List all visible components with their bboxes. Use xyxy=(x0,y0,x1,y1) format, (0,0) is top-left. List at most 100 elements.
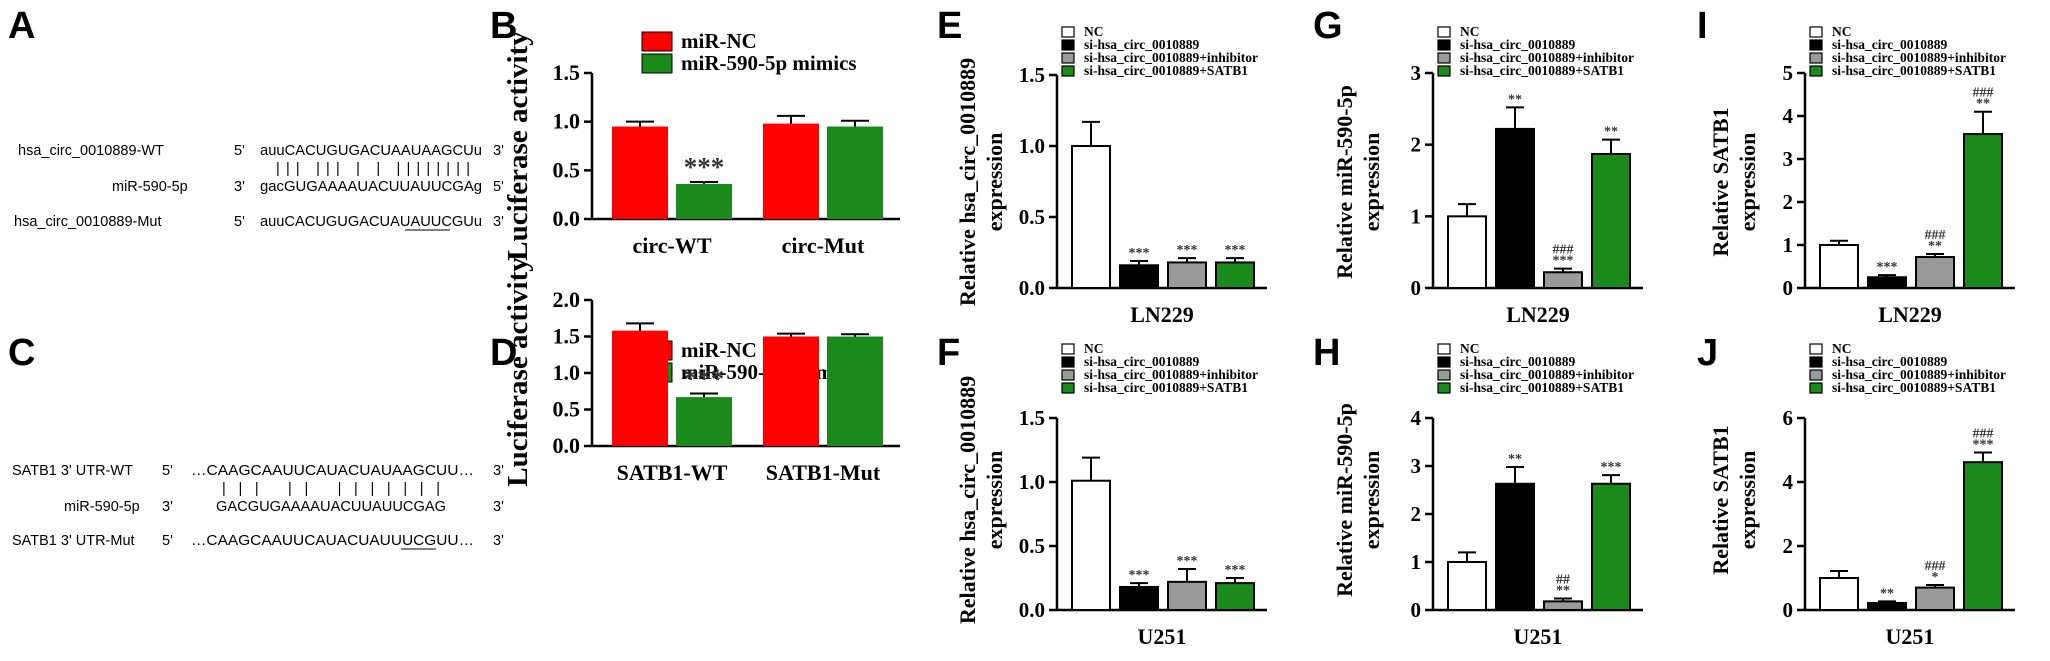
legend-swatch xyxy=(1061,343,1075,355)
legend-label: si-hsa_circ_0010889+inhibitor xyxy=(1084,367,1258,382)
significance-mark: ** xyxy=(1880,586,1894,601)
seq-prime: 5' xyxy=(162,533,173,549)
panel-letter-h: H xyxy=(1313,332,1340,374)
legend-label: NC xyxy=(1460,24,1480,39)
y-tick-label: 0.5 xyxy=(553,157,581,182)
bar xyxy=(612,126,668,219)
y-axis-label: Relative hsa_circ_0010889expression xyxy=(955,58,1007,306)
bar xyxy=(1167,580,1207,612)
legend-label: si-hsa_circ_0010889+SATB1 xyxy=(1460,63,1624,78)
bar xyxy=(1447,561,1487,611)
legend-label: si-hsa_circ_0010889+inhibitor xyxy=(1084,50,1258,65)
y-axis-label: Relative hsa_circ_0010889expression xyxy=(955,376,1007,624)
legend-label: si-hsa_circ_0010889+SATB1 xyxy=(1084,63,1248,78)
bar xyxy=(612,330,668,446)
x-axis-label: U251 xyxy=(1138,624,1187,649)
legend-swatch xyxy=(1061,52,1075,64)
bar xyxy=(1167,261,1207,290)
bar xyxy=(1867,276,1907,289)
expression-chart-j: NCsi-hsa_circ_0010889si-hsa_circ_0010889… xyxy=(1708,341,2015,649)
seq-string: …CAAGCAAUUCAUACUAUUUCGUU… xyxy=(191,533,474,549)
bar xyxy=(1963,461,2003,611)
panel-letter-f: F xyxy=(937,332,960,374)
bar xyxy=(1963,133,2003,289)
y-tick-label: 3 xyxy=(1783,147,1794,171)
seq-prime: 3' xyxy=(162,499,173,515)
y-tick-label: 0 xyxy=(1411,598,1422,622)
significance-mark: ### xyxy=(1553,243,1574,258)
legend-label: si-hsa_circ_0010889 xyxy=(1460,37,1575,52)
panel-letter-b: B xyxy=(490,5,517,47)
bar xyxy=(1915,256,1955,290)
legend-label: NC xyxy=(1460,341,1480,356)
expression-chart-i: NCsi-hsa_circ_0010889si-hsa_circ_0010889… xyxy=(1708,24,2015,327)
significance-mark: *** xyxy=(684,363,725,393)
significance-mark: * xyxy=(1932,570,1939,585)
significance-mark: ### xyxy=(1973,86,1994,101)
legend-swatch xyxy=(1437,343,1451,355)
significance-mark: ** xyxy=(1508,92,1522,107)
legend-label: NC xyxy=(1832,341,1852,356)
y-axis-label-line: Relative miR-590-5p xyxy=(1332,85,1357,279)
y-axis-label: Relative miR-590-5pexpression xyxy=(1332,403,1384,597)
x-category-label: circ-WT xyxy=(632,233,711,258)
y-tick-label: 0.0 xyxy=(1019,598,1045,622)
y-tick-label: 0 xyxy=(1783,276,1794,300)
bar xyxy=(827,126,883,219)
y-tick-label: 0.5 xyxy=(1019,534,1045,558)
bar xyxy=(676,397,732,446)
x-category-label: circ-Mut xyxy=(782,233,865,258)
bar xyxy=(1915,586,1955,611)
bar xyxy=(1819,244,1859,289)
y-axis-label-line: expression xyxy=(982,451,1007,550)
legend-swatch xyxy=(1809,343,1823,355)
bar xyxy=(763,336,819,446)
legend-label: si-hsa_circ_0010889+SATB1 xyxy=(1084,380,1248,395)
y-axis-label-line: expression xyxy=(982,133,1007,232)
seq-prime: 3' xyxy=(493,533,504,549)
y-tick-label: 1.5 xyxy=(553,60,581,85)
legend-swatch xyxy=(641,31,673,52)
expression-chart-e: NCsi-hsa_circ_0010889si-hsa_circ_0010889… xyxy=(955,24,1267,327)
y-tick-label: 5 xyxy=(1783,61,1794,85)
bar xyxy=(1071,479,1111,611)
legend-swatch xyxy=(1809,26,1823,38)
legend-swatch xyxy=(1061,382,1075,394)
significance-mark: *** xyxy=(1177,243,1198,258)
significance-mark: ### xyxy=(1973,427,1994,442)
seq-prime: 5' xyxy=(493,179,504,195)
y-axis-label: Relative SATB1expression xyxy=(1708,107,1760,256)
y-tick-label: 2 xyxy=(1411,133,1422,157)
legend-swatch xyxy=(1809,52,1823,64)
panel-letter-i: I xyxy=(1697,5,1708,47)
bar xyxy=(1447,215,1487,289)
significance-mark: *** xyxy=(1177,554,1198,569)
y-axis-label: Relative miR-590-5pexpression xyxy=(1332,85,1384,279)
significance-mark: ** xyxy=(1976,97,1990,112)
bar xyxy=(763,123,819,219)
legend-swatch xyxy=(1437,369,1451,381)
bar xyxy=(1215,261,1255,290)
y-tick-label: 1.0 xyxy=(1019,134,1045,158)
y-axis-label-line: Relative SATB1 xyxy=(1708,425,1733,574)
significance-mark: *** xyxy=(1973,438,1994,453)
x-axis-label: LN229 xyxy=(1130,302,1194,327)
legend-label: si-hsa_circ_0010889 xyxy=(1084,37,1199,52)
seq-prime: 3' xyxy=(234,179,245,195)
x-category-label: SATB1-WT xyxy=(617,460,728,485)
legend-label: NC xyxy=(1084,341,1104,356)
y-axis-label-line: expression xyxy=(1735,451,1760,550)
significance-mark: *** xyxy=(1225,563,1246,578)
legend-label: si-hsa_circ_0010889 xyxy=(1832,354,1947,369)
y-tick-label: 0.5 xyxy=(1019,205,1045,229)
x-axis-label: U251 xyxy=(1514,624,1563,649)
legend-swatch xyxy=(1437,382,1451,394)
y-tick-label: 1.0 xyxy=(553,109,581,134)
significance-mark: *** xyxy=(1877,260,1898,275)
bar xyxy=(1495,482,1535,612)
y-tick-label: 3 xyxy=(1411,61,1422,85)
bar xyxy=(1591,482,1631,612)
legend-label: si-hsa_circ_0010889+inhibitor xyxy=(1832,367,2006,382)
